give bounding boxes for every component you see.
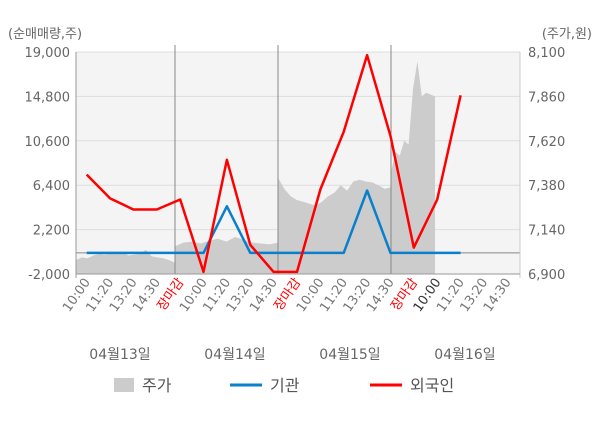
left-tick-label: -2,000 bbox=[28, 268, 70, 283]
date-label: 04월16일 bbox=[434, 347, 495, 363]
series-line-institution bbox=[86, 189, 461, 255]
right-tick-label: 8,100 bbox=[528, 46, 565, 61]
legend-price-swatch bbox=[114, 378, 134, 392]
right-tick-label: 7,380 bbox=[528, 179, 565, 194]
right-tick-label: 7,620 bbox=[528, 135, 565, 150]
date-label: 04월14일 bbox=[204, 347, 265, 363]
right-tick-label: 6,900 bbox=[528, 268, 565, 283]
left-tick-label: 19,000 bbox=[25, 46, 71, 61]
right-tick-label: 7,860 bbox=[528, 90, 565, 105]
right-tick-label: 7,140 bbox=[528, 224, 565, 239]
left-unit-label: (순매매량,주) bbox=[8, 27, 82, 42]
date-label: 04월15일 bbox=[319, 347, 380, 363]
legend-foreign-label: 외국인 bbox=[410, 376, 454, 395]
legend-institution-label: 기관 bbox=[270, 376, 300, 395]
left-tick-label: 6,400 bbox=[33, 179, 70, 194]
date-label: 04월13일 bbox=[89, 347, 150, 363]
price-area bbox=[76, 61, 435, 274]
right-unit-label: (주가,원) bbox=[542, 27, 592, 42]
left-tick-label: 2,200 bbox=[33, 224, 70, 239]
legend-price-label: 주가 bbox=[142, 376, 172, 395]
left-tick-label: 10,600 bbox=[25, 135, 71, 150]
series-line-foreign bbox=[85, 53, 462, 274]
left-tick-label: 14,800 bbox=[25, 90, 71, 105]
legend: 주가 기관 외국인 bbox=[114, 376, 454, 395]
